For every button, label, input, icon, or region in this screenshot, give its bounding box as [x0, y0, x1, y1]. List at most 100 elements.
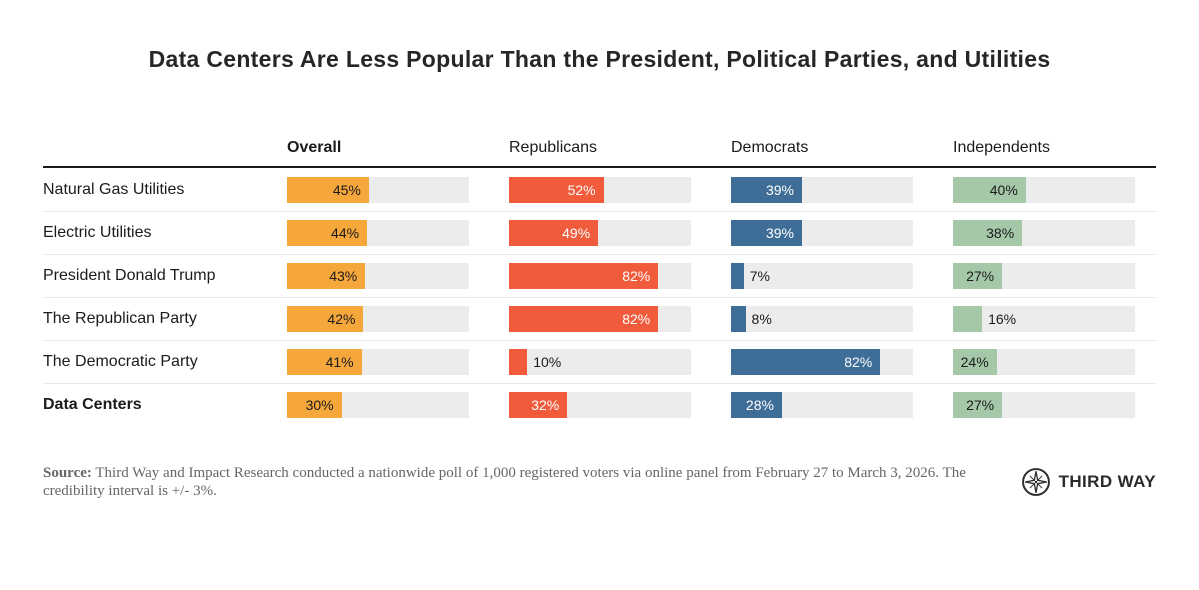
bar-track: 40%	[953, 176, 1135, 203]
bar-fill	[731, 306, 746, 332]
bar-track: 39%	[731, 176, 913, 203]
bar-cell: 40%	[953, 176, 1135, 203]
bar-fill: 44%	[287, 220, 368, 246]
bar-cell: 28%	[731, 392, 913, 418]
bar-cell: 39%	[731, 220, 913, 246]
bar-fill: 82%	[509, 306, 659, 332]
bar-fill: 28%	[731, 392, 782, 418]
bar-fill: 40%	[953, 176, 1026, 203]
bar-cell: 82%	[509, 306, 691, 332]
chart-title: Data Centers Are Less Popular Than the P…	[148, 46, 1051, 72]
bar-fill: 27%	[953, 263, 1003, 289]
column-header-republicans: Republicans	[509, 139, 598, 156]
bar-fill: 32%	[509, 392, 568, 418]
bar-track: 8%	[731, 306, 913, 332]
source-note: Source: Third Way and Impact Research co…	[43, 464, 991, 501]
chart-rows: Natural Gas Utilities 45% 52% 39% 40% Elect…	[43, 168, 1156, 426]
bar-fill	[509, 349, 528, 375]
bar-track: 45%	[287, 176, 469, 203]
row-label: The Democratic Party	[43, 353, 198, 370]
bar-value: 39%	[765, 225, 794, 241]
bar-cell: 39%	[731, 176, 913, 203]
bar-track: 24%	[953, 349, 1135, 375]
bar-fill: 41%	[287, 349, 362, 375]
bar-cell: 45%	[287, 176, 469, 203]
bar-cell: 27%	[953, 263, 1135, 289]
bar-fill: 52%	[509, 176, 604, 203]
bar-cell: 32%	[509, 392, 691, 418]
table-row: The Republican Party 42% 82% 8% 16%	[43, 297, 1156, 340]
bar-track: 10%	[509, 349, 691, 375]
bar-cell: 8%	[731, 306, 913, 332]
bar-fill: 43%	[287, 263, 366, 289]
column-headers: Overall Republicans Democrats Independen…	[43, 139, 1156, 168]
bar-fill: 38%	[953, 220, 1023, 246]
bar-value: 16%	[988, 311, 1017, 327]
bar-value: 82%	[844, 354, 873, 370]
bar-fill: 24%	[953, 349, 997, 375]
bar-track: 39%	[731, 220, 913, 246]
bar-cell: 41%	[287, 349, 469, 375]
column-header-independents: Independents	[953, 139, 1050, 156]
bar-value: 82%	[622, 268, 651, 284]
column-header-democrats: Democrats	[731, 139, 809, 156]
row-label: The Republican Party	[43, 310, 197, 327]
source-label: Source:	[43, 465, 92, 481]
bar-value: 28%	[745, 397, 774, 413]
bar-cell: 27%	[953, 392, 1135, 418]
bar-cell: 16%	[953, 306, 1135, 332]
bar-value: 40%	[989, 181, 1018, 198]
bar-track: 41%	[287, 349, 469, 375]
bar-fill	[953, 306, 983, 332]
bar-value: 32%	[531, 397, 560, 413]
bar-track: 82%	[509, 306, 691, 332]
bar-value: 27%	[966, 268, 995, 284]
table-row: Natural Gas Utilities 45% 52% 39% 40%	[43, 168, 1156, 211]
bar-cell: 10%	[509, 349, 691, 375]
bar-value: 27%	[966, 397, 995, 413]
bar-value: 82%	[622, 311, 651, 327]
bar-fill: 39%	[731, 220, 802, 246]
bar-cell: 44%	[287, 220, 469, 246]
bar-fill: 82%	[509, 263, 659, 289]
bar-cell: 42%	[287, 306, 469, 332]
bar-fill: 82%	[731, 349, 881, 375]
bar-track: 49%	[509, 220, 691, 246]
compass-icon	[1021, 468, 1050, 497]
bar-fill: 27%	[953, 392, 1003, 418]
bar-cell: 38%	[953, 220, 1135, 246]
bar-value: 8%	[751, 311, 772, 327]
bar-track: 16%	[953, 306, 1135, 332]
bar-fill: 42%	[287, 306, 364, 332]
bar-fill: 49%	[509, 220, 599, 246]
bar-cell: 82%	[509, 263, 691, 289]
bar-value: 38%	[986, 225, 1015, 241]
table-row: Electric Utilities 44% 49% 39% 38%	[43, 211, 1156, 254]
bar-value: 39%	[765, 181, 794, 198]
row-label: Electric Utilities	[43, 224, 152, 241]
bar-cell: 43%	[287, 263, 469, 289]
bar-track: 82%	[731, 349, 913, 375]
column-header-overall: Overall	[287, 139, 342, 156]
bar-track: 38%	[953, 220, 1135, 246]
bar-value: 49%	[562, 225, 591, 241]
bar-cell: 30%	[287, 392, 469, 418]
bar-cell: 82%	[731, 349, 913, 375]
row-label: Data Centers	[43, 396, 142, 413]
bar-fill	[731, 263, 744, 289]
source-text: Third Way and Impact Research conducted …	[43, 465, 966, 500]
bar-track: 44%	[287, 220, 469, 246]
bar-track: 30%	[287, 392, 469, 418]
row-label: President Donald Trump	[43, 267, 216, 284]
bar-value: 7%	[749, 268, 770, 284]
bar-value: 43%	[329, 268, 358, 284]
page: Data Centers Are Less Popular Than the P…	[0, 46, 1199, 501]
bar-fill: 39%	[731, 176, 802, 203]
bar-track: 42%	[287, 306, 469, 332]
bar-track: 28%	[731, 392, 913, 418]
bar-cell: 24%	[953, 349, 1135, 375]
bar-track: 43%	[287, 263, 469, 289]
table-row: President Donald Trump 43% 82% 7% 27%	[43, 254, 1156, 297]
bar-track: 82%	[509, 263, 691, 289]
bar-fill: 45%	[287, 176, 369, 203]
